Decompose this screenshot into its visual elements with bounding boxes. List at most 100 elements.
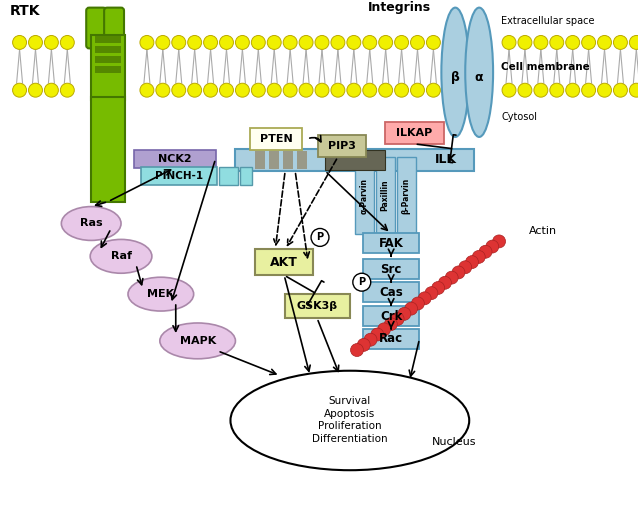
- Circle shape: [60, 83, 74, 97]
- Text: Paxillin: Paxillin: [381, 180, 390, 212]
- Circle shape: [13, 83, 26, 97]
- Circle shape: [236, 83, 250, 97]
- Circle shape: [363, 35, 377, 50]
- Circle shape: [459, 261, 472, 274]
- Text: β: β: [451, 71, 460, 84]
- Text: Cell membrane: Cell membrane: [501, 62, 590, 73]
- Circle shape: [614, 83, 627, 97]
- Text: AKT: AKT: [270, 256, 298, 269]
- Text: Nucleus: Nucleus: [432, 437, 477, 447]
- Text: β-Parvin: β-Parvin: [401, 177, 410, 214]
- Bar: [255, 249, 313, 275]
- Circle shape: [614, 35, 627, 50]
- Bar: [95, 36, 121, 43]
- Circle shape: [629, 83, 640, 97]
- Bar: [283, 151, 293, 169]
- Text: ILKAP: ILKAP: [396, 128, 433, 138]
- Bar: [91, 97, 125, 202]
- Circle shape: [311, 228, 329, 246]
- Text: ILK: ILK: [435, 153, 458, 167]
- Circle shape: [410, 83, 424, 97]
- Circle shape: [410, 35, 424, 50]
- Text: NCK2: NCK2: [158, 154, 191, 164]
- Circle shape: [629, 35, 640, 50]
- Circle shape: [156, 35, 170, 50]
- Text: RTK: RTK: [10, 4, 40, 17]
- Circle shape: [29, 35, 42, 50]
- Bar: [95, 66, 121, 73]
- Text: Cas: Cas: [380, 286, 403, 298]
- Circle shape: [357, 338, 370, 352]
- Circle shape: [13, 35, 26, 50]
- Circle shape: [364, 333, 377, 346]
- Circle shape: [418, 292, 431, 305]
- Circle shape: [220, 35, 234, 50]
- Text: Actin: Actin: [529, 226, 557, 237]
- Circle shape: [378, 323, 390, 336]
- Bar: [363, 282, 419, 302]
- Text: PINCH-1: PINCH-1: [155, 171, 203, 181]
- Bar: [218, 167, 239, 184]
- Text: Proliferation: Proliferation: [318, 422, 381, 431]
- Text: P: P: [358, 277, 365, 287]
- Circle shape: [425, 287, 438, 299]
- Circle shape: [299, 35, 313, 50]
- Circle shape: [44, 83, 58, 97]
- Circle shape: [395, 83, 408, 97]
- Bar: [95, 47, 121, 53]
- FancyBboxPatch shape: [104, 8, 124, 49]
- Bar: [134, 150, 216, 168]
- Circle shape: [283, 83, 297, 97]
- Text: α-Parvin: α-Parvin: [360, 178, 369, 214]
- Circle shape: [465, 256, 479, 269]
- Circle shape: [371, 328, 384, 341]
- Bar: [297, 151, 307, 169]
- Circle shape: [438, 276, 451, 289]
- Bar: [325, 150, 385, 170]
- Circle shape: [598, 83, 611, 97]
- Circle shape: [452, 266, 465, 279]
- Circle shape: [582, 83, 596, 97]
- Circle shape: [347, 83, 361, 97]
- Circle shape: [379, 35, 392, 50]
- Bar: [355, 157, 374, 235]
- Circle shape: [353, 273, 371, 291]
- Circle shape: [566, 35, 580, 50]
- Circle shape: [156, 83, 170, 97]
- Circle shape: [445, 271, 458, 284]
- Circle shape: [331, 83, 345, 97]
- Bar: [363, 329, 419, 349]
- Bar: [91, 35, 125, 100]
- Circle shape: [60, 35, 74, 50]
- Text: MAPK: MAPK: [179, 336, 216, 346]
- Circle shape: [204, 83, 218, 97]
- Circle shape: [351, 343, 364, 357]
- Text: PIP3: PIP3: [328, 141, 356, 151]
- Circle shape: [534, 83, 548, 97]
- Circle shape: [518, 35, 532, 50]
- Text: Survival: Survival: [329, 396, 371, 406]
- Bar: [397, 157, 415, 235]
- Circle shape: [550, 83, 564, 97]
- Circle shape: [140, 35, 154, 50]
- Circle shape: [252, 35, 266, 50]
- Text: Cytosol: Cytosol: [501, 112, 537, 122]
- Circle shape: [347, 35, 361, 50]
- Circle shape: [395, 35, 408, 50]
- Circle shape: [582, 35, 596, 50]
- Circle shape: [283, 35, 297, 50]
- FancyBboxPatch shape: [86, 8, 106, 49]
- Circle shape: [252, 83, 266, 97]
- Circle shape: [391, 313, 404, 326]
- Text: Integrins: Integrins: [368, 1, 431, 14]
- Circle shape: [172, 35, 186, 50]
- Text: P: P: [316, 233, 324, 242]
- Circle shape: [479, 245, 492, 258]
- Circle shape: [518, 83, 532, 97]
- Bar: [318, 135, 366, 157]
- Text: MEK: MEK: [147, 289, 174, 299]
- Text: FAK: FAK: [379, 237, 404, 250]
- Ellipse shape: [61, 206, 121, 240]
- Text: GSK3β: GSK3β: [297, 301, 338, 311]
- Text: Extracellular space: Extracellular space: [501, 15, 595, 26]
